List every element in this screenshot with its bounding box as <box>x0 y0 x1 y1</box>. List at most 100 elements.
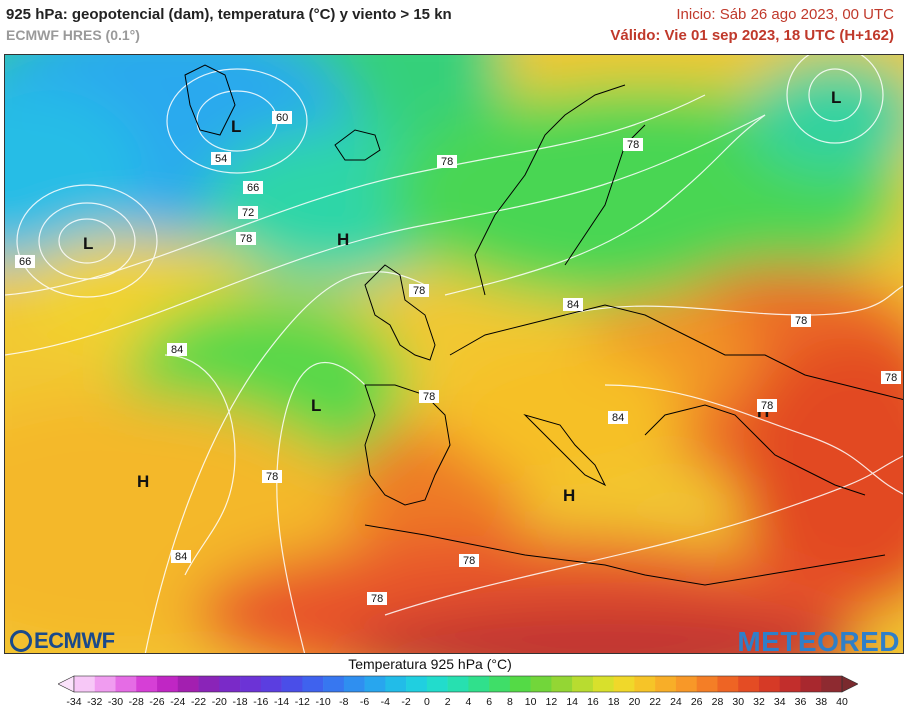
colorbar-swatch <box>572 676 594 692</box>
colorbar-tick-label: -18 <box>232 696 248 708</box>
colorbar-tick-label: -32 <box>87 696 103 708</box>
colorbar-swatch <box>302 676 324 692</box>
colorbar-swatch <box>281 676 303 692</box>
colorbar-swatch <box>821 676 843 692</box>
contour-label: 72 <box>238 206 258 219</box>
svg-text:84: 84 <box>567 299 579 311</box>
pressure-center-label: L <box>231 117 241 136</box>
colorbar-tick-label: 26 <box>690 696 703 708</box>
contour-label: 84 <box>563 298 583 311</box>
svg-text:78: 78 <box>463 555 475 567</box>
svg-text:66: 66 <box>247 182 259 194</box>
colorbar-swatch <box>136 676 158 692</box>
colorbar-swatch <box>634 676 656 692</box>
svg-text:84: 84 <box>175 551 187 563</box>
colorbar-swatch <box>406 676 428 692</box>
colorbar-swatch <box>157 676 179 692</box>
contour-label: 66 <box>15 255 35 268</box>
colorbar-tick-label: 6 <box>486 696 493 708</box>
svg-text:78: 78 <box>423 391 435 403</box>
colorbar-tick-label: -34 <box>66 696 82 708</box>
temperature-field <box>5 55 903 653</box>
contour-label: 66 <box>243 181 263 194</box>
colorbar-tick-label: -14 <box>273 696 290 708</box>
colorbar-tick-label: 8 <box>506 696 513 708</box>
colorbar-swatch <box>530 676 552 692</box>
colorbar-extend-high <box>841 675 858 693</box>
map-title: 925 hPa: geopotencial (dam), temperatura… <box>6 6 452 23</box>
map-svg: L L L H L H H H 60 54 66 72 78 66 78 84 … <box>5 55 903 653</box>
colorbar-tick-label: -8 <box>339 696 349 708</box>
colorbar-tick-label: -6 <box>359 696 370 708</box>
colorbar-tick-label: 0 <box>423 696 430 708</box>
colorbar-swatch <box>364 676 386 692</box>
svg-text:60: 60 <box>276 112 288 124</box>
colorbar-swatch <box>260 676 282 692</box>
contour-label: 78 <box>757 399 777 412</box>
colorbar-tick-label: -16 <box>253 696 269 708</box>
colorbar-swatch <box>385 676 407 692</box>
colorbar-ticks: -34 -32 -30 -28 -26 -24 -22 -20 -18 -16 -14 -12 -10-… <box>0 696 910 710</box>
meteored-logo: METEORED <box>737 626 900 657</box>
colorbar-tick-label: 34 <box>773 696 786 708</box>
svg-text:78: 78 <box>795 315 807 327</box>
contour-label: 78 <box>367 592 387 605</box>
model-name: ECMWF HRES (0.1°) <box>6 27 140 43</box>
colorbar-swatch <box>758 676 781 692</box>
header-right: Inicio: Sáb 26 ago 2023, 00 UTC Válido: … <box>610 6 894 44</box>
pressure-center-label: H <box>563 486 575 505</box>
colorbar-tick-label: -2 <box>401 696 411 708</box>
colorbar-title: Temperatura 925 hPa (°C) <box>348 656 512 672</box>
colorbar-tick-label: 24 <box>670 696 682 708</box>
colorbar-tick-label: -12 <box>294 696 310 708</box>
colorbar-tick-label: 14 <box>566 696 578 708</box>
colorbar-tick-label: -22 <box>190 696 207 708</box>
svg-text:72: 72 <box>242 207 254 219</box>
svg-text:78: 78 <box>371 593 383 605</box>
colorbar-swatch <box>738 676 760 692</box>
geopotential-contours <box>5 55 903 653</box>
colorbar-tick-label: -28 <box>128 696 144 708</box>
colorbar-swatch <box>447 676 469 692</box>
colorbar-tick-label: 32 <box>753 696 765 708</box>
colorbar-tick-label: 16 <box>587 696 599 708</box>
pressure-center-label: L <box>83 234 93 253</box>
colorbar-swatch <box>74 676 96 692</box>
colorbar-outline <box>73 675 843 693</box>
colorbar-tick-label: 10 <box>524 696 537 708</box>
weather-map: L L L H L H H H 60 54 66 72 78 66 78 84 … <box>4 54 904 654</box>
contour-label: 84 <box>167 343 187 356</box>
colorbar-swatch <box>198 676 220 692</box>
colorbar-tick-label: 12 <box>545 696 558 708</box>
colorbar-tick-label: -4 <box>380 696 391 708</box>
colorbar-tick-label: 4 <box>465 696 472 708</box>
colorbar-tick-label: 36 <box>794 696 807 708</box>
colorbar-extend-low <box>58 675 75 693</box>
svg-text:66: 66 <box>19 256 31 268</box>
contour-label: 78 <box>236 232 256 245</box>
colorbar-tick-label: 2 <box>444 696 451 708</box>
svg-text:78: 78 <box>266 471 278 483</box>
colorbar-tick-label: 30 <box>732 696 745 708</box>
colorbar-swatch <box>343 676 365 692</box>
svg-text:78: 78 <box>413 285 425 297</box>
contour-label: 78 <box>881 371 901 384</box>
colorbar-tick-label: 22 <box>649 696 662 708</box>
header-left: 925 hPa: geopotencial (dam), temperatura… <box>6 6 452 43</box>
colorbar-swatch <box>509 676 531 692</box>
svg-text:78: 78 <box>627 139 639 151</box>
svg-text:54: 54 <box>215 153 227 165</box>
pressure-center-label: H <box>337 230 349 249</box>
colorbar-tick-label: -20 <box>211 696 227 708</box>
colorbar-swatch <box>426 676 448 692</box>
contour-label: 78 <box>459 554 479 567</box>
contour-label: 78 <box>623 138 643 151</box>
svg-text:84: 84 <box>171 344 183 356</box>
colorbar-tick-label: 28 <box>711 696 724 708</box>
contour-label: 78 <box>262 470 282 483</box>
coastlines <box>184 64 903 586</box>
colorbar-swatch <box>696 676 718 692</box>
colorbar-swatch <box>717 676 739 692</box>
contour-label: 84 <box>171 550 191 563</box>
contour-label: 78 <box>419 390 439 403</box>
